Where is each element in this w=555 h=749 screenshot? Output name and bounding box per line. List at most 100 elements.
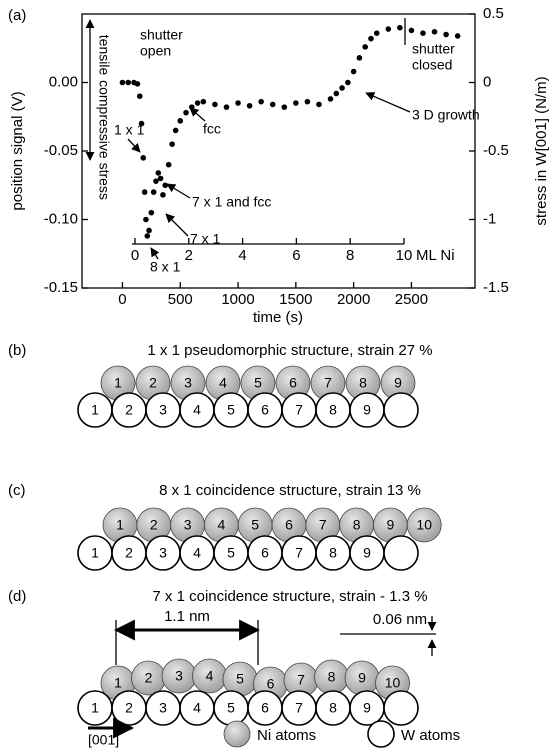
data-point [345,80,351,86]
data-point [247,103,253,109]
y-tick-label: 0.00 [49,73,78,90]
ni-atom-label: 6 [267,676,275,692]
ni-atom-label: 1 [116,517,124,533]
x2-tick-label: 0 [131,247,139,264]
ni-atom-label: 9 [387,517,395,533]
ni-atom-label: 6 [289,375,297,391]
w-atom-label: 6 [261,402,269,418]
w-atom-label: 7 [295,545,303,561]
panel-label: (d) [8,588,26,605]
ni-atom-label: 8 [353,517,361,533]
x-tick-label: 0 [118,291,126,308]
y-tick-label: -0.05 [44,142,78,159]
annotation: 7 x 1 and fcc [192,194,271,210]
ni-atom-label: 1 [114,375,122,391]
x-tick-label: 500 [168,291,193,308]
panel-label: (c) [8,482,26,499]
w-atom-label: 1 [91,545,99,561]
ni-atom-label: 2 [149,375,157,391]
data-point [145,233,151,239]
data-point [420,30,426,36]
ni-atom-label: 3 [184,375,192,391]
panel-label: (b) [8,342,26,359]
panel-label: (a) [8,7,26,24]
annotation: 1 x 1 [114,122,145,138]
legend-ni [224,721,250,747]
annotation-arrow [166,214,188,236]
data-point [142,189,148,195]
x2-axis-label: ML Ni [416,247,455,264]
annotation: shutter [412,41,455,57]
data-point [386,26,392,32]
ni-atom-label: 2 [145,670,153,686]
data-point [146,228,152,234]
ni-atom-label: 4 [206,668,214,684]
data-point [316,102,322,108]
data-point [166,162,172,168]
annotation: tensile [96,35,112,76]
ni-atom-label: 2 [150,517,158,533]
legend-label: W atoms [401,727,460,744]
w-atom-label: 3 [159,700,167,716]
annotation: fcc [203,121,221,137]
w-atom-label: 8 [329,402,337,418]
annotation: shutter [140,27,183,43]
dimension-label: 1.1 nm [164,608,210,625]
direction-label: [001] [88,732,119,748]
w-atom-label: 2 [125,402,133,418]
annotation-arrow [366,93,410,112]
w-atom-label: 6 [261,700,269,716]
data-point [177,118,183,124]
data-point [135,81,141,87]
x-tick-label: 1000 [221,291,254,308]
data-point [455,33,461,39]
w-atom-label: 9 [363,700,371,716]
y-tick-label: -0.10 [44,210,78,227]
ni-atom-label: 4 [219,375,227,391]
annotation: 3 D growth [412,107,480,123]
data-point [368,36,374,42]
annotation: open [140,43,171,59]
dimension-label: 0.06 nm [373,611,427,628]
data-point [333,91,339,97]
w-atom-label: 1 [91,402,99,418]
data-point [120,80,126,86]
x2-tick-label: 6 [292,247,300,264]
ni-atom-label: 5 [254,375,262,391]
w-atom-label: 9 [363,545,371,561]
w-atom-label: 2 [125,700,133,716]
data-point [443,32,449,38]
data-point [328,96,334,102]
y2-tick-label: -0.5 [483,142,509,159]
data-point [281,104,287,110]
data-point [432,29,438,35]
data-point [169,141,175,147]
data-point [212,102,218,108]
legend-label: Ni atoms [257,727,316,744]
panel-title: 1 x 1 pseudomorphic structure, strain 27… [147,342,432,359]
x-tick-label: 2500 [395,291,428,308]
data-point [162,182,168,188]
ni-atom-label: 7 [319,517,327,533]
x2-tick-label: 2 [185,247,193,264]
w-atom-label: 4 [193,700,201,716]
w-atom-label: 5 [227,545,235,561]
legend-w [368,721,394,747]
annotation: closed [412,57,452,73]
figure: (a) time (s) position signal (V) stress … [0,0,555,749]
data-point [235,100,241,106]
data-point [357,55,363,61]
y2-axis-label: stress in W[001] (N/m) [533,76,550,225]
data-point [305,99,311,105]
w-atom-label: 5 [227,700,235,716]
w-atom-label: 8 [329,545,337,561]
panel-title: 8 x 1 coincidence structure, strain 13 % [159,482,421,499]
data-point [397,25,403,31]
w-atom [384,536,418,570]
data-point [351,69,357,75]
data-point [158,176,164,182]
data-point [339,85,345,91]
data-point [149,210,155,216]
annotation-arrow [167,184,190,198]
w-atom-label: 2 [125,545,133,561]
